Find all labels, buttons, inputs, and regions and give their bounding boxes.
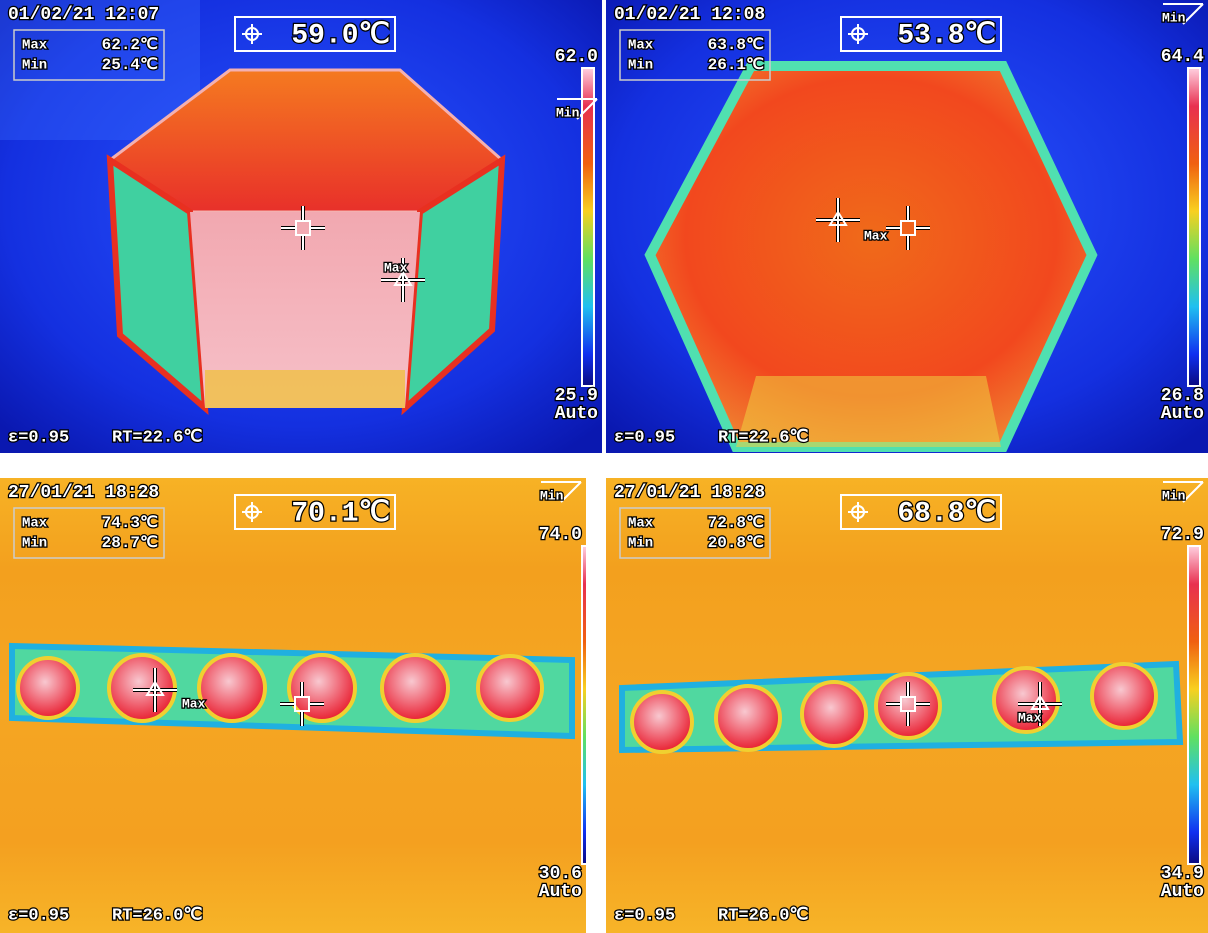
spot-icon-cross <box>848 502 868 522</box>
min-value: 28.7℃ <box>102 534 158 552</box>
spot-box <box>840 16 1002 52</box>
fins <box>205 370 405 408</box>
spot-crosshair-box <box>294 696 310 712</box>
min-value: 26.1℃ <box>708 56 764 74</box>
room-temp: RT=26.0℃ <box>112 906 203 925</box>
scale-max: 74.0 <box>539 525 582 545</box>
spot-icon-cross <box>242 502 262 522</box>
spot-temp: 53.8℃ <box>897 20 996 51</box>
date-time: 27/01/21 18:28 <box>8 483 159 503</box>
spot-crosshair <box>886 206 930 250</box>
spot-crosshair-box <box>295 220 311 236</box>
max-label: Max <box>22 38 48 54</box>
max-marker-triangle <box>393 270 413 286</box>
max-marker <box>816 198 860 242</box>
min-value: 25.4℃ <box>102 56 158 74</box>
min-label: Min <box>22 536 47 552</box>
max-label: Max <box>628 516 654 532</box>
date-time: 27/01/21 18:28 <box>614 483 765 503</box>
spot-icon-cross <box>848 24 868 44</box>
spot-crosshair <box>281 206 325 250</box>
thermal-panel: 01/02/21 12:07 59.0℃ Max 62.2℃ Min 25.4℃ 62.0 2… <box>0 0 602 453</box>
scale-max: 64.4 <box>1161 47 1204 67</box>
max-value: 63.8℃ <box>708 36 764 54</box>
spot-temp: 59.0℃ <box>291 20 390 51</box>
thermal-panel: 01/02/21 12:08 53.8℃ Max 63.8℃ Min 26.1℃ 64.4 2… <box>606 0 1208 453</box>
range-mode: Auto <box>1161 404 1204 424</box>
color-scale <box>581 67 595 387</box>
scale-marker: Min <box>556 105 580 120</box>
marker-label: Max <box>864 228 888 243</box>
scale-marker: Min <box>1162 488 1186 503</box>
max-value: 72.8℃ <box>708 514 764 532</box>
spot-crosshair-box <box>900 696 916 712</box>
spot-crosshair <box>886 682 930 726</box>
max-marker <box>133 668 177 712</box>
box-front <box>190 212 420 408</box>
max-label: Max <box>628 38 654 54</box>
max-min-box <box>619 29 771 81</box>
min-label: Min <box>22 58 47 74</box>
range-mode: Auto <box>539 882 582 902</box>
max-min-box <box>13 29 165 81</box>
scale-min: 26.8 <box>1161 386 1204 406</box>
scale-marker: Min <box>1162 10 1186 25</box>
scale-marker-arrow <box>541 481 582 503</box>
max-marker-triangle <box>828 210 848 226</box>
spot-box <box>840 494 1002 530</box>
spot-crosshair <box>280 682 324 726</box>
room-temp: RT=22.6℃ <box>112 428 203 447</box>
spot-box <box>234 494 396 530</box>
scale-marker-arrow <box>1163 481 1204 503</box>
thermal-panel: 27/01/21 18:28 70.1℃ Max 74.3℃ Min 28.7℃ 74.0 3… <box>0 478 586 933</box>
marker-label: Max <box>384 260 408 275</box>
max-min-box <box>13 507 165 559</box>
max-marker-triangle <box>1030 694 1050 710</box>
scale-min: 30.6 <box>539 864 582 884</box>
max-min-box <box>619 507 771 559</box>
color-scale <box>1187 67 1201 387</box>
emissivity: ε=0.95 <box>8 428 69 447</box>
range-mode: Auto <box>1161 882 1204 902</box>
spot-temp: 68.8℃ <box>897 498 996 529</box>
color-scale <box>1187 545 1201 865</box>
room-temp: RT=22.6℃ <box>718 428 809 447</box>
max-value: 62.2℃ <box>102 36 158 54</box>
max-marker-triangle <box>145 680 165 696</box>
max-value: 74.3℃ <box>102 514 158 532</box>
scale-marker-arrow <box>557 98 598 120</box>
scale-marker: Min <box>540 488 564 503</box>
min-label: Min <box>628 58 653 74</box>
room-temp: RT=26.0℃ <box>718 906 809 925</box>
scale-min: 25.9 <box>555 386 598 406</box>
min-label: Min <box>628 536 653 552</box>
min-value: 20.8℃ <box>708 534 764 552</box>
max-marker <box>381 258 425 302</box>
max-label: Max <box>22 516 48 532</box>
marker-label: Max <box>1018 710 1042 725</box>
spot-crosshair-box <box>900 220 916 236</box>
emissivity: ε=0.95 <box>614 428 675 447</box>
scale-max: 62.0 <box>555 47 598 67</box>
scale-min: 34.9 <box>1161 864 1204 884</box>
date-time: 01/02/21 12:08 <box>614 5 765 25</box>
scale-max: 72.9 <box>1161 525 1204 545</box>
fins <box>736 376 1001 447</box>
date-time: 01/02/21 12:07 <box>8 5 159 25</box>
thermal-panel: 27/01/21 18:28 68.8℃ Max 72.8℃ Min 20.8℃ 72.9 3… <box>606 478 1208 933</box>
marker-label: Max <box>182 696 206 711</box>
scale-marker-arrow <box>1163 3 1204 25</box>
range-mode: Auto <box>555 404 598 424</box>
spot-icon-cross <box>242 24 262 44</box>
color-scale <box>581 545 586 865</box>
spot-temp: 70.1℃ <box>291 498 390 529</box>
emissivity: ε=0.95 <box>8 906 69 925</box>
emissivity: ε=0.95 <box>614 906 675 925</box>
max-marker <box>1018 682 1062 726</box>
spot-box <box>234 16 396 52</box>
